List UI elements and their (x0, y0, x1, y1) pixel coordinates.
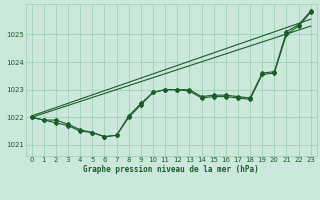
X-axis label: Graphe pression niveau de la mer (hPa): Graphe pression niveau de la mer (hPa) (83, 165, 259, 174)
